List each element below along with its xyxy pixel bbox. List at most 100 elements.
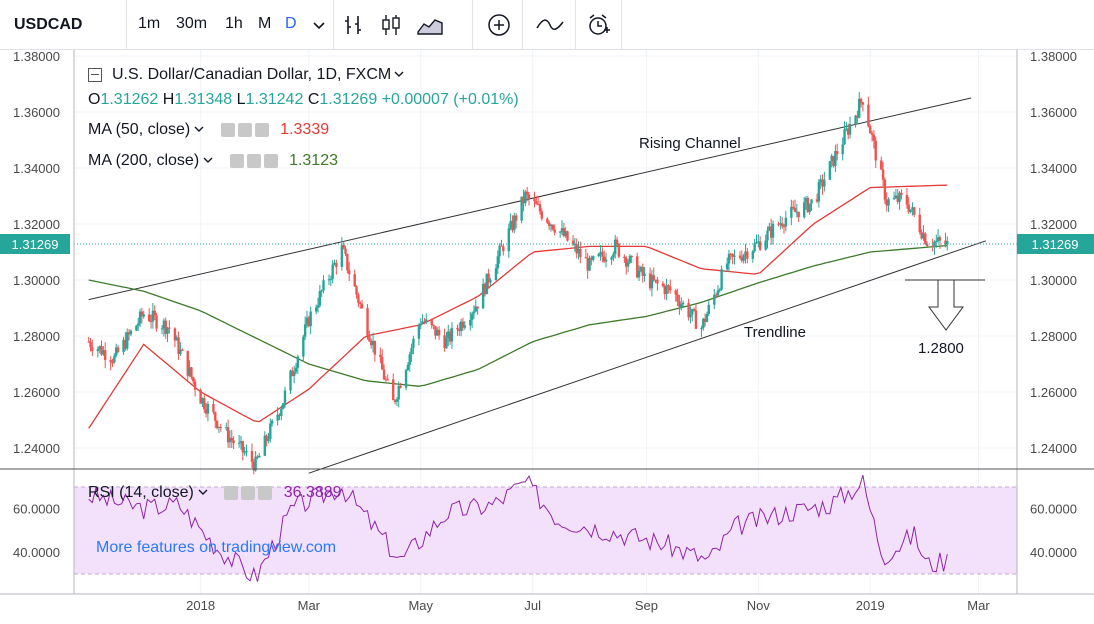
candle — [924, 232, 927, 245]
candle-body — [870, 133, 874, 135]
candle — [278, 413, 281, 421]
candle — [436, 327, 439, 336]
candle — [245, 444, 248, 457]
candle-body — [425, 319, 428, 323]
settings-icon[interactable] — [246, 153, 261, 168]
candle-body — [575, 244, 578, 254]
settings-icon[interactable] — [241, 485, 256, 500]
close-icon[interactable] — [254, 122, 269, 137]
chevron-down-icon[interactable] — [394, 66, 404, 84]
symbol-search[interactable]: USDCAD — [14, 16, 83, 33]
candle-body — [412, 338, 415, 348]
interval-day-button[interactable]: D — [285, 15, 297, 32]
candle-body — [305, 317, 309, 325]
bars-icon[interactable] — [341, 12, 367, 38]
candle — [434, 326, 437, 340]
candle — [806, 196, 810, 214]
candle-body — [714, 294, 718, 296]
candle-body — [498, 245, 501, 257]
rsi-tick-label-left: 40.0000 — [13, 545, 60, 560]
candle — [386, 374, 389, 381]
alert-icon[interactable] — [586, 12, 612, 38]
right-price-badge — [1017, 234, 1094, 254]
candle-body — [483, 283, 487, 295]
candle-body — [379, 354, 382, 357]
rsi-legend[interactable]: RSI (14, close) 36.3889 — [88, 484, 342, 502]
chart-legend-title[interactable]: U.S. Dollar/Canadian Dollar, 1D, FXCM — [88, 66, 404, 84]
close-icon[interactable] — [263, 153, 278, 168]
settings-icon[interactable] — [237, 122, 252, 137]
candle-body — [148, 314, 151, 322]
candle-body — [476, 306, 479, 309]
eye-icon[interactable] — [224, 485, 239, 500]
candle-body — [461, 321, 465, 328]
candle-body — [549, 224, 553, 226]
eye-icon[interactable] — [220, 122, 235, 137]
candle — [173, 327, 177, 348]
candle — [291, 367, 294, 377]
add-indicator-icon[interactable] — [486, 12, 512, 38]
interval-month-button[interactable]: M — [258, 15, 272, 32]
candle-body — [733, 255, 736, 257]
target-label: 1.2800 — [918, 340, 964, 357]
candle — [946, 236, 949, 251]
candle — [854, 114, 857, 128]
candle — [900, 189, 903, 200]
candle — [746, 247, 749, 264]
chevron-down-icon[interactable] — [198, 484, 208, 502]
candle-body — [430, 319, 433, 325]
candle-body — [346, 253, 349, 271]
candle — [237, 434, 241, 448]
candle-body — [386, 379, 389, 381]
candle — [397, 381, 400, 408]
candle — [456, 324, 459, 336]
close-icon[interactable] — [258, 485, 273, 500]
compare-icon[interactable] — [535, 12, 564, 38]
candle — [597, 252, 600, 258]
candle-body — [355, 286, 358, 295]
chevron-down-icon[interactable] — [203, 152, 213, 170]
candle — [702, 317, 705, 331]
candle-body — [525, 191, 529, 195]
chevron-down-icon[interactable] — [194, 121, 204, 139]
candle-body — [269, 423, 272, 440]
eye-icon[interactable] — [229, 153, 244, 168]
candle-body — [738, 255, 742, 258]
candle-body — [867, 104, 870, 127]
candle-body — [232, 440, 235, 444]
candle-body — [256, 456, 259, 458]
candle — [412, 335, 415, 355]
candle — [907, 197, 910, 214]
y-tick-label-left: 1.36000 — [13, 105, 60, 120]
candle — [509, 213, 512, 231]
candle-body — [137, 323, 140, 326]
candle-body — [678, 301, 681, 308]
candle-body — [342, 244, 345, 249]
candle-body — [280, 408, 283, 416]
interval-30m-button[interactable]: 30m — [176, 15, 208, 32]
candle — [243, 446, 246, 456]
candle-body — [448, 331, 452, 342]
candle — [445, 331, 448, 349]
candle-body — [188, 367, 191, 376]
candles-icon[interactable] — [378, 12, 404, 38]
candle-body — [751, 251, 755, 259]
candle-body — [322, 280, 325, 291]
ma200-label: MA (200, close) — [88, 152, 200, 170]
area-icon[interactable] — [416, 12, 443, 38]
interval-1h-button[interactable]: 1h — [225, 15, 243, 32]
interval-1m-button[interactable]: 1m — [138, 15, 161, 32]
price-chart[interactable]: Rising Channel Trendline 1.2800 1.24000 1… — [0, 50, 1094, 624]
right-price-badge-text: 1.31269 — [1032, 237, 1079, 252]
ma200-legend[interactable]: MA (200, close) 1.3123 — [88, 152, 338, 170]
candle-body — [636, 256, 639, 278]
candle-body — [766, 230, 769, 241]
ma50-legend[interactable]: MA (50, close) 1.3339 — [88, 121, 329, 139]
candle — [720, 265, 723, 292]
candle-body — [283, 390, 287, 404]
candle — [935, 234, 938, 248]
watermark-link[interactable]: More features on tradingview.com — [96, 539, 336, 556]
candle-body — [173, 328, 177, 341]
chevron-down-icon[interactable] — [306, 12, 332, 38]
candle-body — [291, 370, 294, 377]
